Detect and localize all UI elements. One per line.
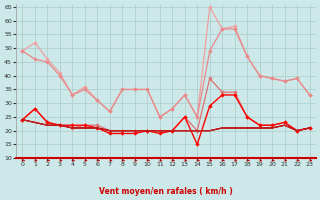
X-axis label: Vent moyen/en rafales ( km/h ): Vent moyen/en rafales ( km/h ) xyxy=(99,187,233,196)
